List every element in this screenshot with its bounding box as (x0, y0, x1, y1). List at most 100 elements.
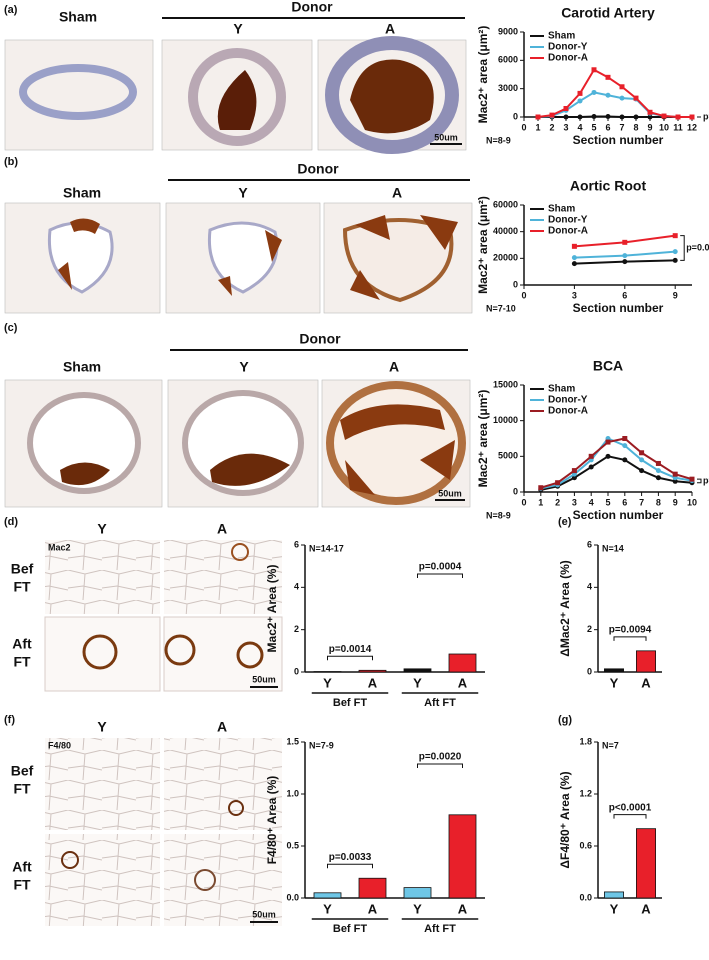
p-bracket (680, 235, 685, 261)
x-axis-label: Section number (573, 133, 664, 147)
y-axis-label: Mac2⁺ area (μm²) (476, 196, 490, 294)
point (672, 249, 678, 255)
column-label: A (217, 719, 227, 735)
row-label: Aft (12, 636, 32, 652)
image-label: Y (239, 359, 249, 375)
y-tick-label: 2 (294, 624, 299, 634)
x-tick-label: 9 (647, 122, 652, 132)
row-label: FT (13, 579, 31, 595)
x-tick-label: 10 (687, 497, 697, 507)
micrograph (4, 39, 154, 151)
x-tick-label: 8 (656, 497, 661, 507)
image-label: Y (233, 21, 243, 37)
panel-label: (d) (4, 516, 18, 528)
x-tick-label: 3 (572, 497, 577, 507)
point (588, 464, 594, 470)
y-tick-label: 3000 (498, 83, 518, 93)
point (655, 475, 661, 481)
n-label: N=7-9 (309, 740, 334, 750)
scale-label: 50um (252, 909, 276, 919)
y-tick-label: 6000 (498, 55, 518, 65)
x-tick-label: 3 (563, 122, 568, 132)
x-axis-label: Section number (573, 301, 664, 315)
crown (228, 800, 244, 816)
point (619, 95, 625, 101)
p-value: p=0.0020 (703, 111, 709, 121)
y-tick-label: 1.5 (286, 736, 299, 746)
stain-label: Mac2 (48, 542, 71, 552)
image-label: A (389, 359, 399, 375)
x-tick-label: A (641, 675, 651, 690)
column-label: A (217, 521, 227, 537)
x-tick-label: A (368, 675, 378, 690)
legend-label: Sham (548, 384, 575, 395)
y-tick-label: 1.8 (579, 736, 592, 746)
y-tick-label: 20000 (493, 253, 518, 263)
micrograph (45, 834, 160, 926)
series-line (537, 91, 692, 118)
image-label: A (392, 185, 402, 201)
group-label: Bef FT (333, 697, 368, 709)
micrograph (164, 540, 282, 614)
point (571, 475, 577, 481)
point (591, 89, 597, 95)
point (571, 243, 577, 249)
micrograph (164, 738, 282, 830)
crown (194, 869, 216, 891)
y-tick-label: 60000 (493, 199, 518, 209)
plaque (60, 462, 110, 486)
y-axis-label: Mac2⁺ area (μm²) (476, 390, 490, 488)
p-value: p=0.0024 (686, 242, 709, 252)
p-value: p=0.6032 (703, 475, 709, 485)
point (689, 114, 695, 120)
point (577, 114, 583, 120)
p-bracket (417, 573, 463, 579)
x-tick-label: 9 (673, 290, 678, 300)
point (571, 261, 577, 267)
panel-label: (a) (4, 4, 18, 16)
y-tick-label: 1.2 (579, 788, 592, 798)
plaque (340, 404, 455, 495)
point (535, 114, 541, 120)
legend-label: Sham (548, 204, 575, 215)
x-tick-label: 5 (605, 497, 610, 507)
legend-label: Donor-A (548, 226, 588, 237)
point (639, 468, 645, 474)
column-label: Y (97, 719, 107, 735)
y-tick-label: 40000 (493, 226, 518, 236)
point (563, 114, 569, 120)
y-tick-label: 2 (587, 624, 592, 634)
point (619, 84, 625, 90)
bar (313, 892, 342, 899)
point (588, 453, 594, 459)
point (655, 468, 661, 474)
legend-label: Donor-Y (548, 215, 588, 226)
panel-label: (b) (4, 156, 18, 168)
stain-label: F4/80 (48, 740, 71, 750)
point (639, 450, 645, 456)
vessel (19, 64, 137, 120)
plaque (350, 59, 434, 134)
n-label: N=14 (602, 543, 624, 553)
crown (82, 634, 118, 670)
point (647, 114, 653, 120)
point (571, 468, 577, 474)
x-axis-label: Section number (573, 508, 664, 522)
micrograph (45, 540, 160, 614)
p-value: p<0.0001 (609, 802, 652, 813)
y-tick-label: 0.0 (286, 892, 299, 902)
p-value: p=0.0014 (329, 644, 372, 655)
bar (636, 828, 657, 899)
chart-title: Carotid Artery (561, 5, 655, 21)
row-label: FT (13, 781, 31, 797)
point (622, 259, 628, 265)
x-tick-label: 6 (622, 290, 627, 300)
bar (358, 877, 387, 899)
x-tick-label: A (368, 901, 378, 916)
scale-label: 50um (438, 488, 462, 498)
y-tick-label: 0.6 (579, 840, 592, 850)
y-tick-label: 0.5 (286, 840, 299, 850)
y-tick-label: 0 (587, 666, 592, 676)
p-value: p=0.0004 (419, 562, 462, 573)
